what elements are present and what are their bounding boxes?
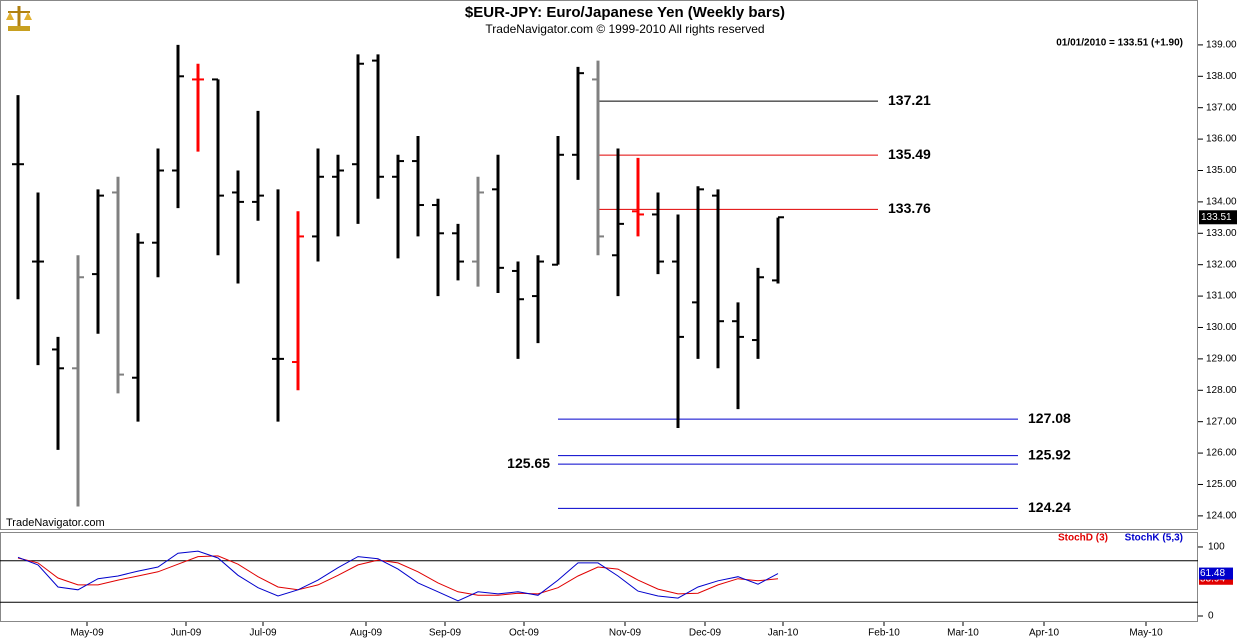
last-price-label: 133.51	[1201, 212, 1232, 223]
level-label: 125.92	[1028, 446, 1071, 462]
y-tick-label: 132.00	[1206, 259, 1237, 270]
y-tick-label: 138.00	[1206, 71, 1237, 82]
y-tick-label: 135.00	[1206, 165, 1237, 176]
y-tick-label: 125.00	[1206, 479, 1237, 490]
logo	[6, 6, 32, 31]
watermark: TradeNavigator.com	[6, 517, 105, 529]
stoch-line	[17, 550, 779, 602]
subtitle: TradeNavigator.com © 1999-2010 All right…	[485, 22, 764, 36]
y-tick-label: 133.00	[1206, 228, 1237, 239]
y-tick-label: 139.00	[1206, 40, 1237, 51]
x-tick-label: May-10	[1129, 628, 1163, 639]
logo-base	[8, 26, 30, 31]
x-tick-label: Dec-09	[689, 628, 722, 639]
x-tick-label: Nov-09	[609, 628, 642, 639]
x-tick-label: May-09	[70, 628, 104, 639]
last-value-box	[1199, 567, 1233, 580]
stoch-frame	[0, 532, 1198, 622]
x-tick-label: Sep-09	[429, 628, 462, 639]
x-tick-label: Jan-10	[768, 628, 799, 639]
stoch-line	[17, 555, 779, 596]
legend-entry: StochK (5,3)	[1125, 533, 1183, 544]
x-tick-label: Jun-09	[171, 628, 202, 639]
level-label: 125.65	[507, 455, 550, 471]
y-tick-label: 100	[1208, 542, 1225, 553]
y-tick-label: 128.00	[1206, 385, 1237, 396]
level-label: 124.24	[1028, 499, 1071, 515]
x-tick-label: Aug-09	[350, 628, 383, 639]
x-tick-label: Oct-09	[509, 628, 539, 639]
y-tick-label: 130.00	[1206, 322, 1237, 333]
legend-entry: StochD (3)	[1058, 533, 1108, 544]
y-tick-label: 136.00	[1206, 134, 1237, 145]
x-tick-label: Apr-10	[1029, 628, 1059, 639]
last-price-box	[1199, 210, 1237, 225]
y-tick-label: 127.00	[1206, 416, 1237, 427]
chart-title: $EUR-JPY: Euro/Japanese Yen (Weekly bars…	[465, 4, 785, 21]
price-frame	[0, 0, 1198, 530]
y-tick-label: 129.00	[1206, 354, 1237, 365]
y-tick-label: 131.00	[1206, 291, 1237, 302]
level-label: 135.49	[888, 146, 931, 162]
level-label: 127.08	[1028, 410, 1071, 426]
y-tick-label: 0	[1208, 611, 1214, 622]
level-label: 133.76	[888, 200, 931, 216]
x-tick-label: Feb-10	[868, 628, 900, 639]
y-tick-label: 126.00	[1206, 448, 1237, 459]
logo-pans	[6, 12, 32, 20]
last-value-label: 61.48	[1200, 568, 1225, 579]
info: 01/01/2010 = 133.51 (+1.90)	[1056, 38, 1183, 49]
y-tick-label: 124.00	[1206, 511, 1237, 522]
level-label: 137.21	[888, 92, 931, 108]
x-tick-label: Jul-09	[249, 628, 277, 639]
y-tick-label: 137.00	[1206, 102, 1237, 113]
y-tick-label: 134.00	[1206, 197, 1237, 208]
x-tick-label: Mar-10	[947, 628, 979, 639]
